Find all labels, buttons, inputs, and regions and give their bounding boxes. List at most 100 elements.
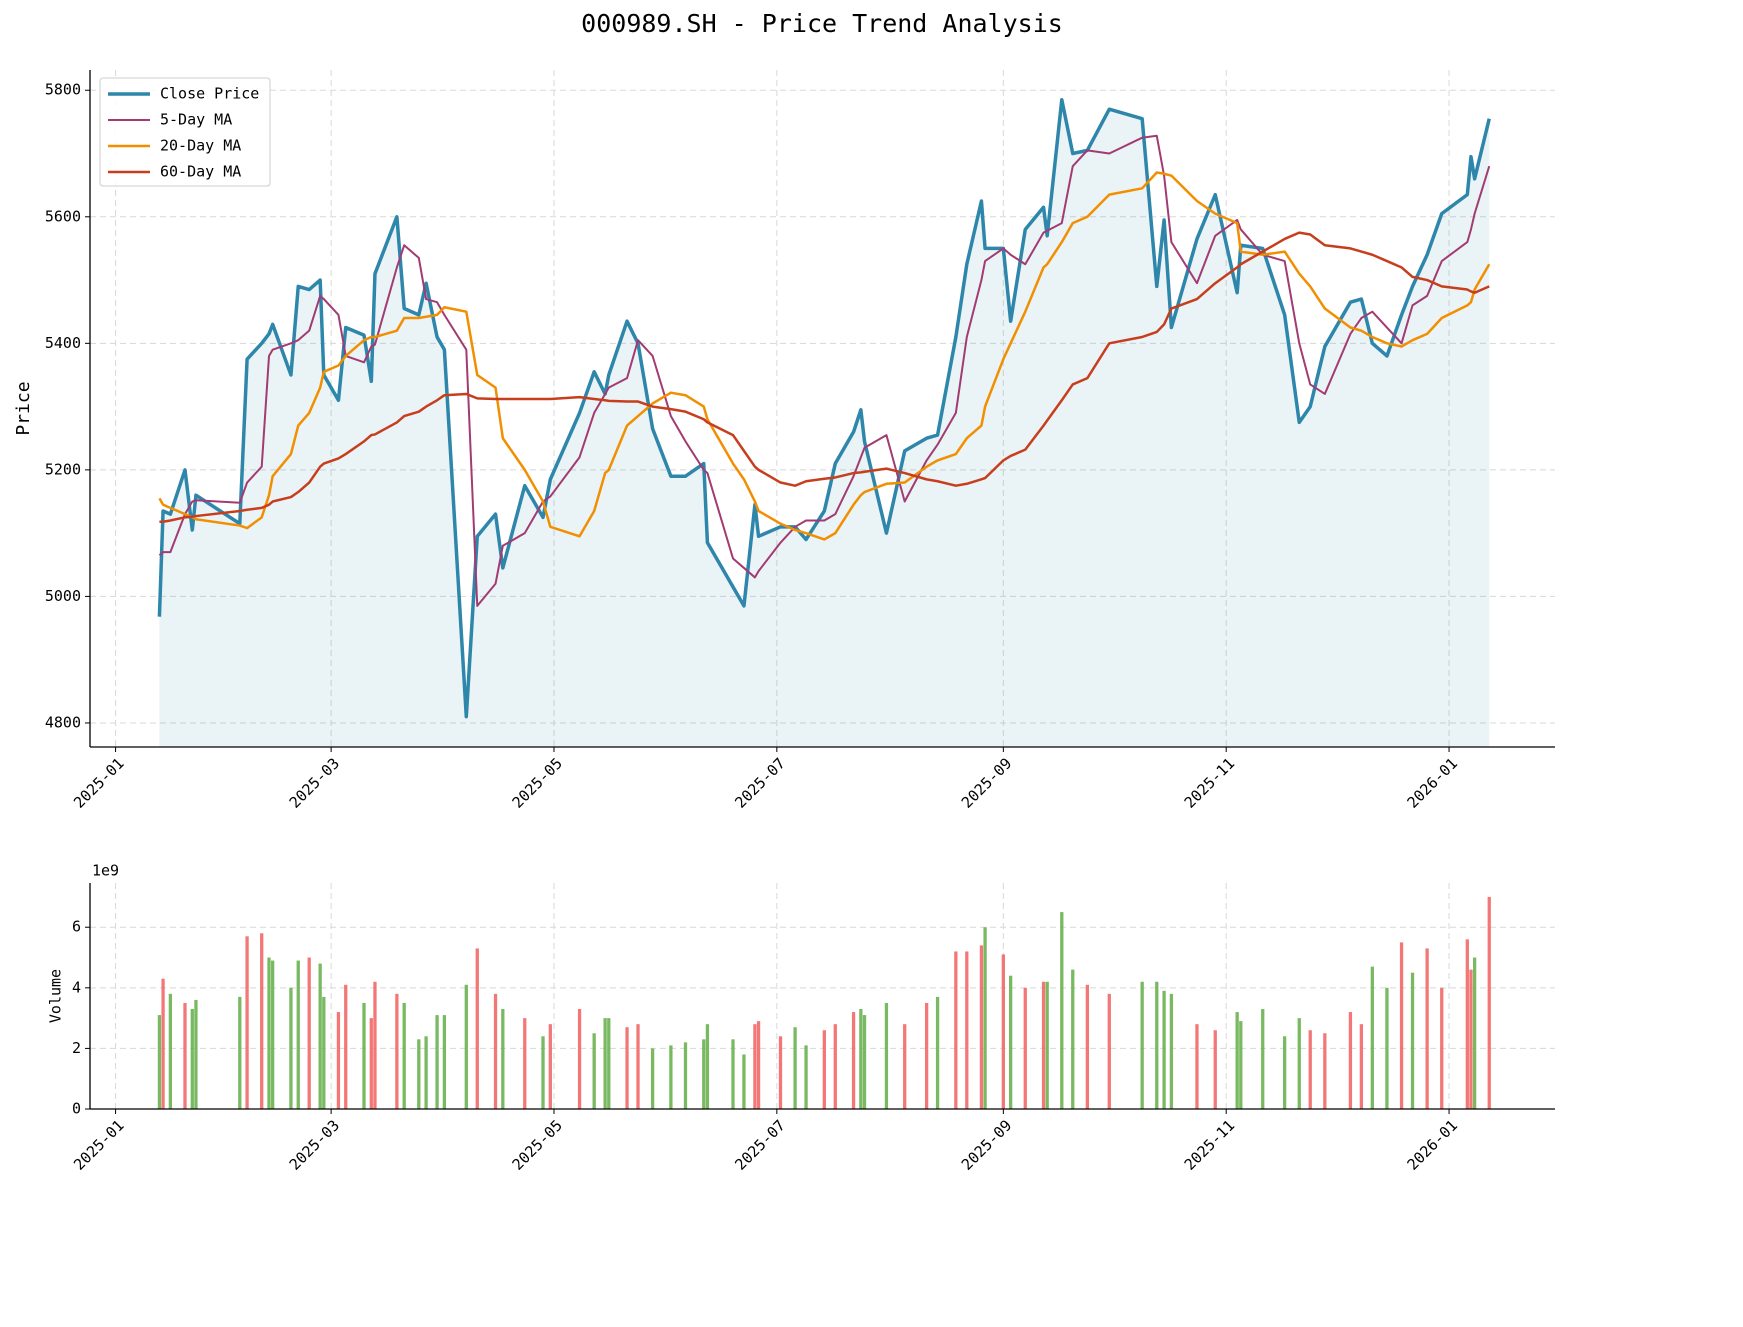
y-tick-label: 4800 [45,713,81,731]
y-tick-label: 5400 [45,334,81,352]
volume-bar [1348,1012,1353,1109]
volume-bar [603,1018,607,1109]
volume-bar [778,1036,783,1109]
volume-bar [1239,1021,1243,1109]
y-tick-label: 4 [72,978,81,996]
volume-bar [1385,987,1389,1109]
volume-bar [1023,987,1027,1109]
volume-bar [336,1012,341,1109]
volume-bar [1425,948,1429,1109]
volume-bar [1085,984,1090,1109]
volume-bar [1071,969,1075,1109]
volume-bar [541,1036,545,1109]
volume-bar [424,1036,428,1109]
legend-box [99,77,271,187]
y-tick-label: 2 [72,1039,81,1057]
legend-label: 5-Day MA [160,111,232,129]
volume-bar [318,963,322,1109]
volume-bar [804,1045,808,1109]
volume-bar [702,1039,706,1109]
volume-bar [1399,942,1404,1109]
volume-bar [402,1002,406,1109]
volume-bar [592,1033,596,1109]
legend-label: Close Price [160,85,259,103]
volume-bar [1213,1030,1217,1109]
volume-bar [1001,954,1005,1109]
volume-bar [362,1002,366,1109]
volume-bar [1487,896,1491,1109]
volume-bar [650,1048,655,1109]
volume-bar [1107,993,1111,1109]
legend-label: 20-Day MA [160,137,241,155]
volume-bar [924,1002,929,1109]
volume-bar [395,993,399,1109]
price-line [158,134,1491,607]
axis-offset-text: 1e9 [92,862,119,880]
volume-bar [1469,969,1473,1109]
volume-bar [669,1045,673,1109]
volume-bar [1440,987,1444,1109]
volume-bar [636,1024,640,1109]
volume-bar [862,1015,867,1109]
volume-bar [577,1009,582,1109]
volume-bar [369,1018,373,1109]
price-line [159,231,1490,524]
volume-bar [322,996,326,1109]
volume-bar [183,1002,187,1109]
volume-bar [731,1039,735,1109]
y-axis-label: Price [13,381,34,435]
volume-bar [705,1024,710,1109]
volume-bar [607,1018,611,1109]
volume-bar [289,987,293,1109]
volume-bar [238,996,242,1109]
volume-bar [464,984,468,1109]
volume-bar [1041,981,1046,1109]
volume-bar [157,1015,162,1109]
volume-bar [296,960,300,1109]
volume-bar [1472,957,1477,1109]
volume-bar [851,1012,856,1109]
volume-bar [435,1015,439,1109]
volume-bar [1045,981,1049,1109]
volume-bar [979,945,984,1109]
volume-bar [1009,975,1013,1109]
volume-bar [548,1024,552,1109]
volume-bar [1169,993,1174,1109]
volume-bar [954,951,958,1109]
volume-bar [742,1054,746,1109]
volume-bar [523,1018,527,1109]
volume-bar [822,1030,826,1109]
y-tick-label: 6 [72,918,81,936]
volume-bar [625,1027,629,1109]
y-tick-label: 5200 [45,460,81,478]
volume-bar [260,933,264,1109]
volume-bar [1162,990,1166,1109]
legend-label: 60-Day MA [160,163,241,181]
area-fill [159,99,1490,748]
volume-bar [1410,972,1415,1109]
volume-bar [475,948,479,1109]
volume-bar [1195,1024,1199,1109]
volume-bar [859,1009,863,1109]
y-tick-label: 5800 [45,81,81,99]
y-tick-label: 5000 [45,587,81,605]
price-line [158,171,1491,541]
volume-bar [161,978,165,1109]
volume-bar [1261,1009,1265,1109]
volume-bar [1297,1018,1301,1109]
volume-bar [1283,1036,1287,1109]
volume-bar [1323,1033,1327,1109]
volume-bar [168,993,173,1109]
volume-bar [983,927,987,1109]
volume-bar [1140,981,1144,1109]
volume-bar [245,936,249,1109]
volume-bar [271,960,275,1109]
volume-bar [833,1024,837,1109]
chart-title: 000989.SH - Price Trend Analysis [581,9,1063,38]
volume-bar [442,1015,447,1109]
volume-bar [683,1042,688,1109]
volume-bar [190,1009,194,1109]
y-tick-label: 5600 [45,207,81,225]
volume-bar [194,999,198,1109]
